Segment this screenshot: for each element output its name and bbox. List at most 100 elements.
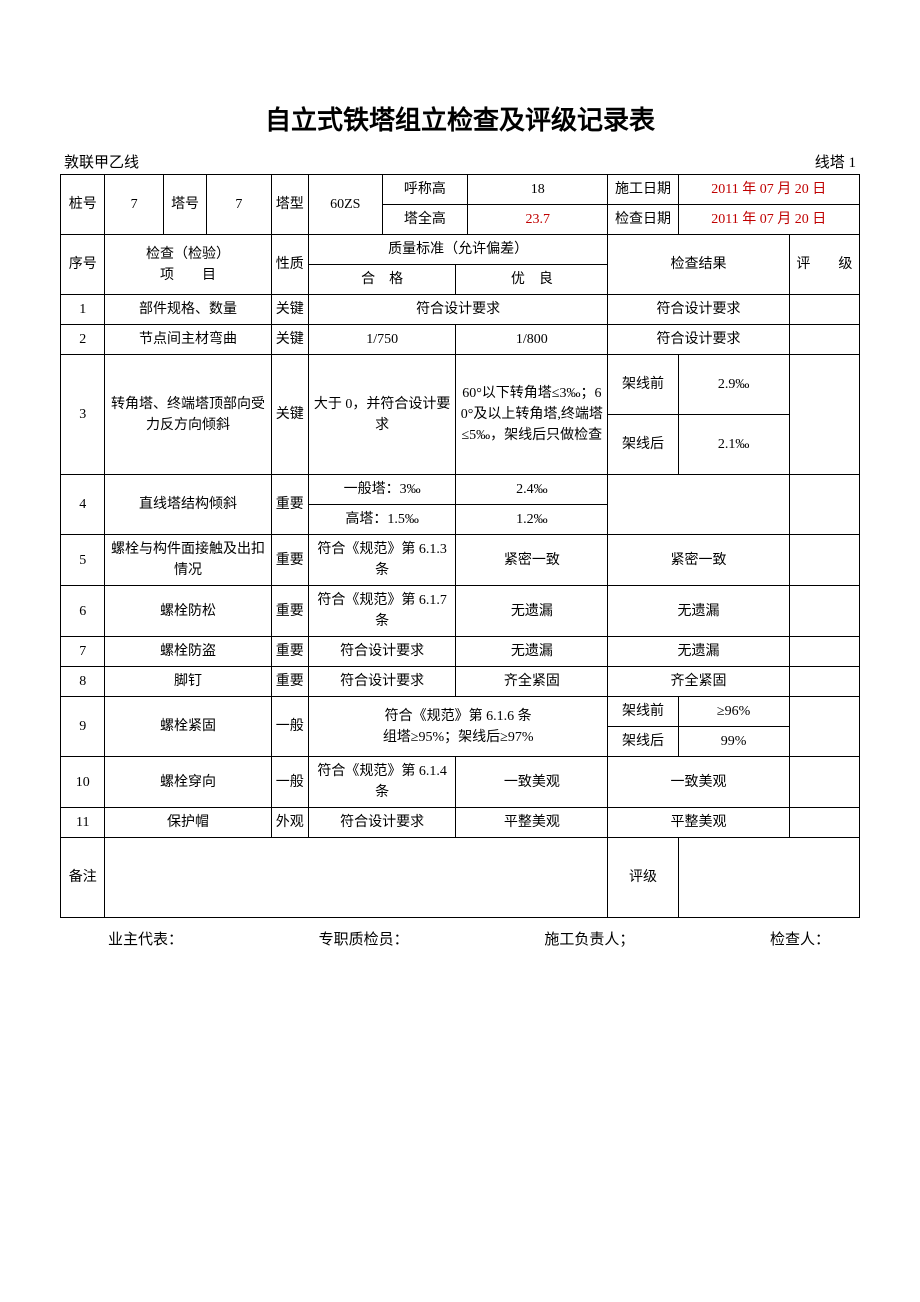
grade-body <box>678 838 859 918</box>
r3-n: 3 <box>61 355 105 475</box>
r5-p: 符合《规范》第 6.1.3 条 <box>308 535 455 586</box>
r9-std: 符合《规范》第 6.1.6 条 组塔≥95%；架线后≥97% <box>308 697 607 757</box>
r2-item: 节点间主材弯曲 <box>105 325 271 355</box>
r1-item: 部件规格、数量 <box>105 295 271 325</box>
r5-item: 螺栓与构件面接触及出扣情况 <box>105 535 271 586</box>
consdate-val: 2011 年 07 月 20 日 <box>678 175 859 205</box>
r10-item: 螺栓穿向 <box>105 757 271 808</box>
r11-grade <box>789 808 859 838</box>
r8-item: 脚钉 <box>105 667 271 697</box>
page-title: 自立式铁塔组立检查及评级记录表 <box>60 100 860 137</box>
nomh-val: 18 <box>468 175 608 205</box>
r8-grade <box>789 667 859 697</box>
nomh-label: 呼称高 <box>382 175 467 205</box>
col-item: 检查（检验） 项 目 <box>105 235 271 295</box>
r3-postl: 架线后 <box>608 415 678 475</box>
r3-item: 转角塔、终端塔顶部向受力反方向倾斜 <box>105 355 271 475</box>
r8-n: 8 <box>61 667 105 697</box>
r9-postv: 99% <box>678 727 789 757</box>
table-row: 5 螺栓与构件面接触及出扣情况 重要 符合《规范》第 6.1.3 条 紧密一致 … <box>61 535 860 586</box>
r11-p: 符合设计要求 <box>308 808 455 838</box>
table-row: 9 螺栓紧固 一般 符合《规范》第 6.1.6 条 组塔≥95%；架线后≥97%… <box>61 697 860 727</box>
table-row: 3 转角塔、终端塔顶部向受力反方向倾斜 关键 大于 0，并符合设计要求 60°以… <box>61 355 860 415</box>
r2-p: 1/750 <box>308 325 455 355</box>
r10-res: 一致美观 <box>608 757 789 808</box>
table-row: 4 直线塔结构倾斜 重要 一般塔：3‰ 2.4‰ <box>61 475 860 505</box>
table-row: 1 部件规格、数量 关键 符合设计要求 符合设计要求 <box>61 295 860 325</box>
r4-g2: 1.2‰ <box>456 505 608 535</box>
table-row: 10 螺栓穿向 一般 符合《规范》第 6.1.4 条 一致美观 一致美观 <box>61 757 860 808</box>
col-nature: 性质 <box>271 235 308 295</box>
table-row: 8 脚钉 重要 符合设计要求 齐全紧固 齐全紧固 <box>61 667 860 697</box>
r8-p: 符合设计要求 <box>308 667 455 697</box>
r9-grade <box>789 697 859 757</box>
pile-val: 7 <box>105 175 163 235</box>
r3-prel: 架线前 <box>608 355 678 415</box>
r4-p1: 一般塔：3‰ <box>308 475 455 505</box>
r4-item: 直线塔结构倾斜 <box>105 475 271 535</box>
line-name: 敦联甲乙线 <box>64 151 139 172</box>
r5-res: 紧密一致 <box>608 535 789 586</box>
r9-item: 螺栓紧固 <box>105 697 271 757</box>
r9-prel: 架线前 <box>608 697 678 727</box>
r9-prev: ≥96% <box>678 697 789 727</box>
info-row-1: 桩号 7 塔号 7 塔型 60ZS 呼称高 18 施工日期 2011 年 07 … <box>61 175 860 205</box>
col-grade: 评 级 <box>789 235 859 295</box>
r7-g: 无遗漏 <box>456 637 608 667</box>
grade-label: 评级 <box>608 838 678 918</box>
tower-seq: 线塔 1 <box>815 151 856 172</box>
chkdate-label: 检查日期 <box>608 205 678 235</box>
remarks-row: 备注 评级 <box>61 838 860 918</box>
r10-n: 10 <box>61 757 105 808</box>
r2-nat: 关键 <box>271 325 308 355</box>
sig-owner: 业主代表： <box>108 928 183 949</box>
table-row: 2 节点间主材弯曲 关键 1/750 1/800 符合设计要求 <box>61 325 860 355</box>
r5-g: 紧密一致 <box>456 535 608 586</box>
r6-res: 无遗漏 <box>608 586 789 637</box>
r7-nat: 重要 <box>271 637 308 667</box>
r9-postl: 架线后 <box>608 727 678 757</box>
signature-row: 业主代表： 专职质检员： 施工负责人； 检查人： <box>60 928 860 949</box>
r2-grade <box>789 325 859 355</box>
r3-nat: 关键 <box>271 355 308 475</box>
consdate-label: 施工日期 <box>608 175 678 205</box>
r5-grade <box>789 535 859 586</box>
r1-grade <box>789 295 859 325</box>
towertype-label: 塔型 <box>271 175 308 235</box>
r4-n: 4 <box>61 475 105 535</box>
r2-g: 1/800 <box>456 325 608 355</box>
r4-g1: 2.4‰ <box>456 475 608 505</box>
fullh-label: 塔全高 <box>382 205 467 235</box>
r1-std: 符合设计要求 <box>308 295 607 325</box>
inspection-table: 桩号 7 塔号 7 塔型 60ZS 呼称高 18 施工日期 2011 年 07 … <box>60 174 860 918</box>
r3-p: 大于 0，并符合设计要求 <box>308 355 455 475</box>
col-std: 质量标准（允许偏差） <box>308 235 607 265</box>
r6-n: 6 <box>61 586 105 637</box>
r7-n: 7 <box>61 637 105 667</box>
r7-item: 螺栓防盗 <box>105 637 271 667</box>
r4-p2: 高塔：1.5‰ <box>308 505 455 535</box>
r6-p: 符合《规范》第 6.1.7 条 <box>308 586 455 637</box>
towerno-label: 塔号 <box>163 175 206 235</box>
col-good: 优 良 <box>456 265 608 295</box>
r3-grade <box>789 355 859 475</box>
r4-nat: 重要 <box>271 475 308 535</box>
r7-res: 无遗漏 <box>608 637 789 667</box>
col-pass: 合 格 <box>308 265 455 295</box>
table-row: 11 保护帽 外观 符合设计要求 平整美观 平整美观 <box>61 808 860 838</box>
table-row: 6 螺栓防松 重要 符合《规范》第 6.1.7 条 无遗漏 无遗漏 <box>61 586 860 637</box>
r11-item: 保护帽 <box>105 808 271 838</box>
r10-g: 一致美观 <box>456 757 608 808</box>
towertype-val: 60ZS <box>308 175 382 235</box>
r3-prev: 2.9‰ <box>678 355 789 415</box>
sig-mgr: 施工负责人； <box>544 928 634 949</box>
r11-g: 平整美观 <box>456 808 608 838</box>
r3-postv: 2.1‰ <box>678 415 789 475</box>
pile-label: 桩号 <box>61 175 105 235</box>
remarks-label: 备注 <box>61 838 105 918</box>
r2-n: 2 <box>61 325 105 355</box>
r10-grade <box>789 757 859 808</box>
r6-nat: 重要 <box>271 586 308 637</box>
r5-n: 5 <box>61 535 105 586</box>
col-seq: 序号 <box>61 235 105 295</box>
